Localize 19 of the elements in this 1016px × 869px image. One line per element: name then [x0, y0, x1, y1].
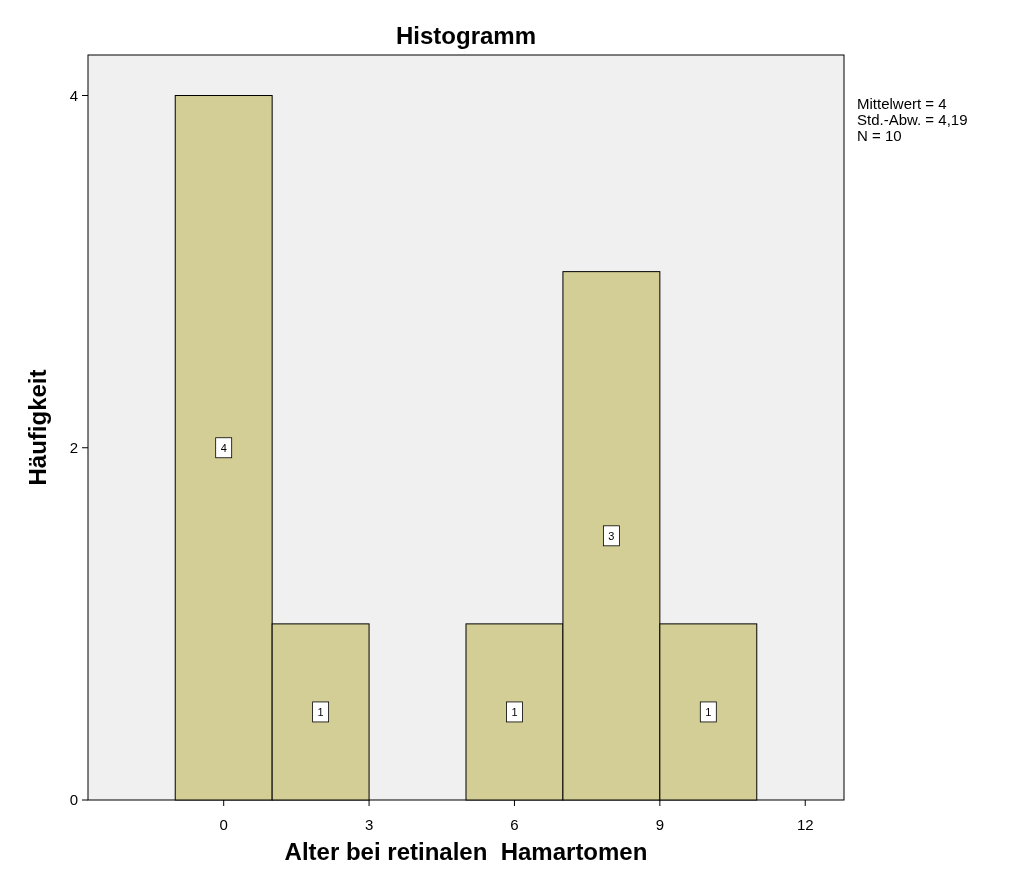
x-tick-label: 6	[510, 816, 519, 833]
text: N = 10	[857, 127, 902, 144]
y-tick-label: 2	[69, 438, 78, 456]
y-axis-title: Häufigkeit	[24, 369, 51, 486]
x-tick-label: 0	[219, 816, 228, 833]
y-tick-label: 4	[69, 86, 78, 104]
x-tick-label: 9	[655, 816, 665, 833]
x-axis-title: Alter bei retinalen Hamartomen	[284, 838, 648, 865]
data-label: 1	[511, 705, 518, 718]
y-tick-label: 0	[69, 791, 78, 808]
text: Std.-Abw. = 4,19	[857, 111, 968, 128]
chart-title: Histogramm	[395, 22, 537, 49]
x-tick-label: 12	[796, 816, 814, 833]
data-label: 4	[220, 441, 227, 454]
data-label: 3	[608, 529, 615, 542]
x-tick-label: 3	[364, 816, 374, 833]
data-label: 1	[705, 705, 712, 718]
data-label: 1	[317, 705, 324, 718]
text: Mittelwert = 4	[857, 95, 947, 112]
